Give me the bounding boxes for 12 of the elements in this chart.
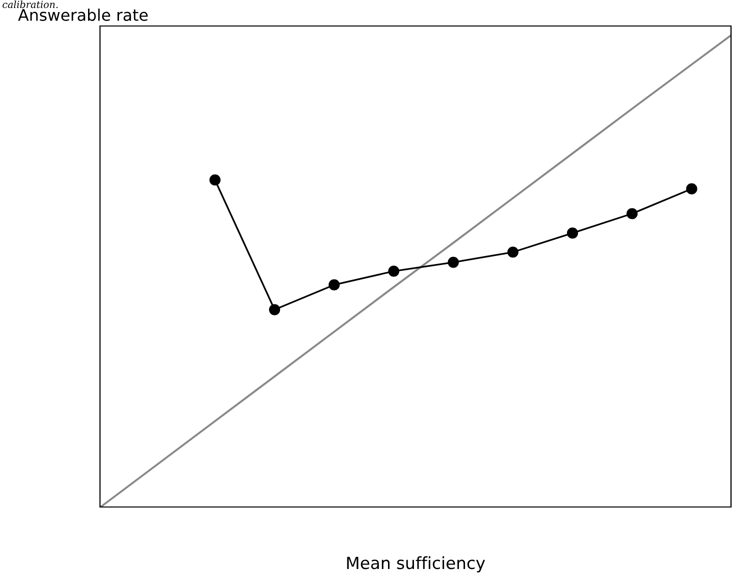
point xyxy=(566,228,578,239)
point xyxy=(686,183,698,194)
point xyxy=(269,304,280,316)
point xyxy=(328,279,340,290)
point xyxy=(388,266,400,277)
point xyxy=(448,256,459,268)
x-axis-title: Mean sufficiency xyxy=(347,556,485,572)
point xyxy=(209,174,221,186)
text: calibration. xyxy=(2,0,58,8)
point xyxy=(507,246,518,258)
y-axis-title: Answerable rate xyxy=(18,8,148,21)
point xyxy=(626,208,638,220)
